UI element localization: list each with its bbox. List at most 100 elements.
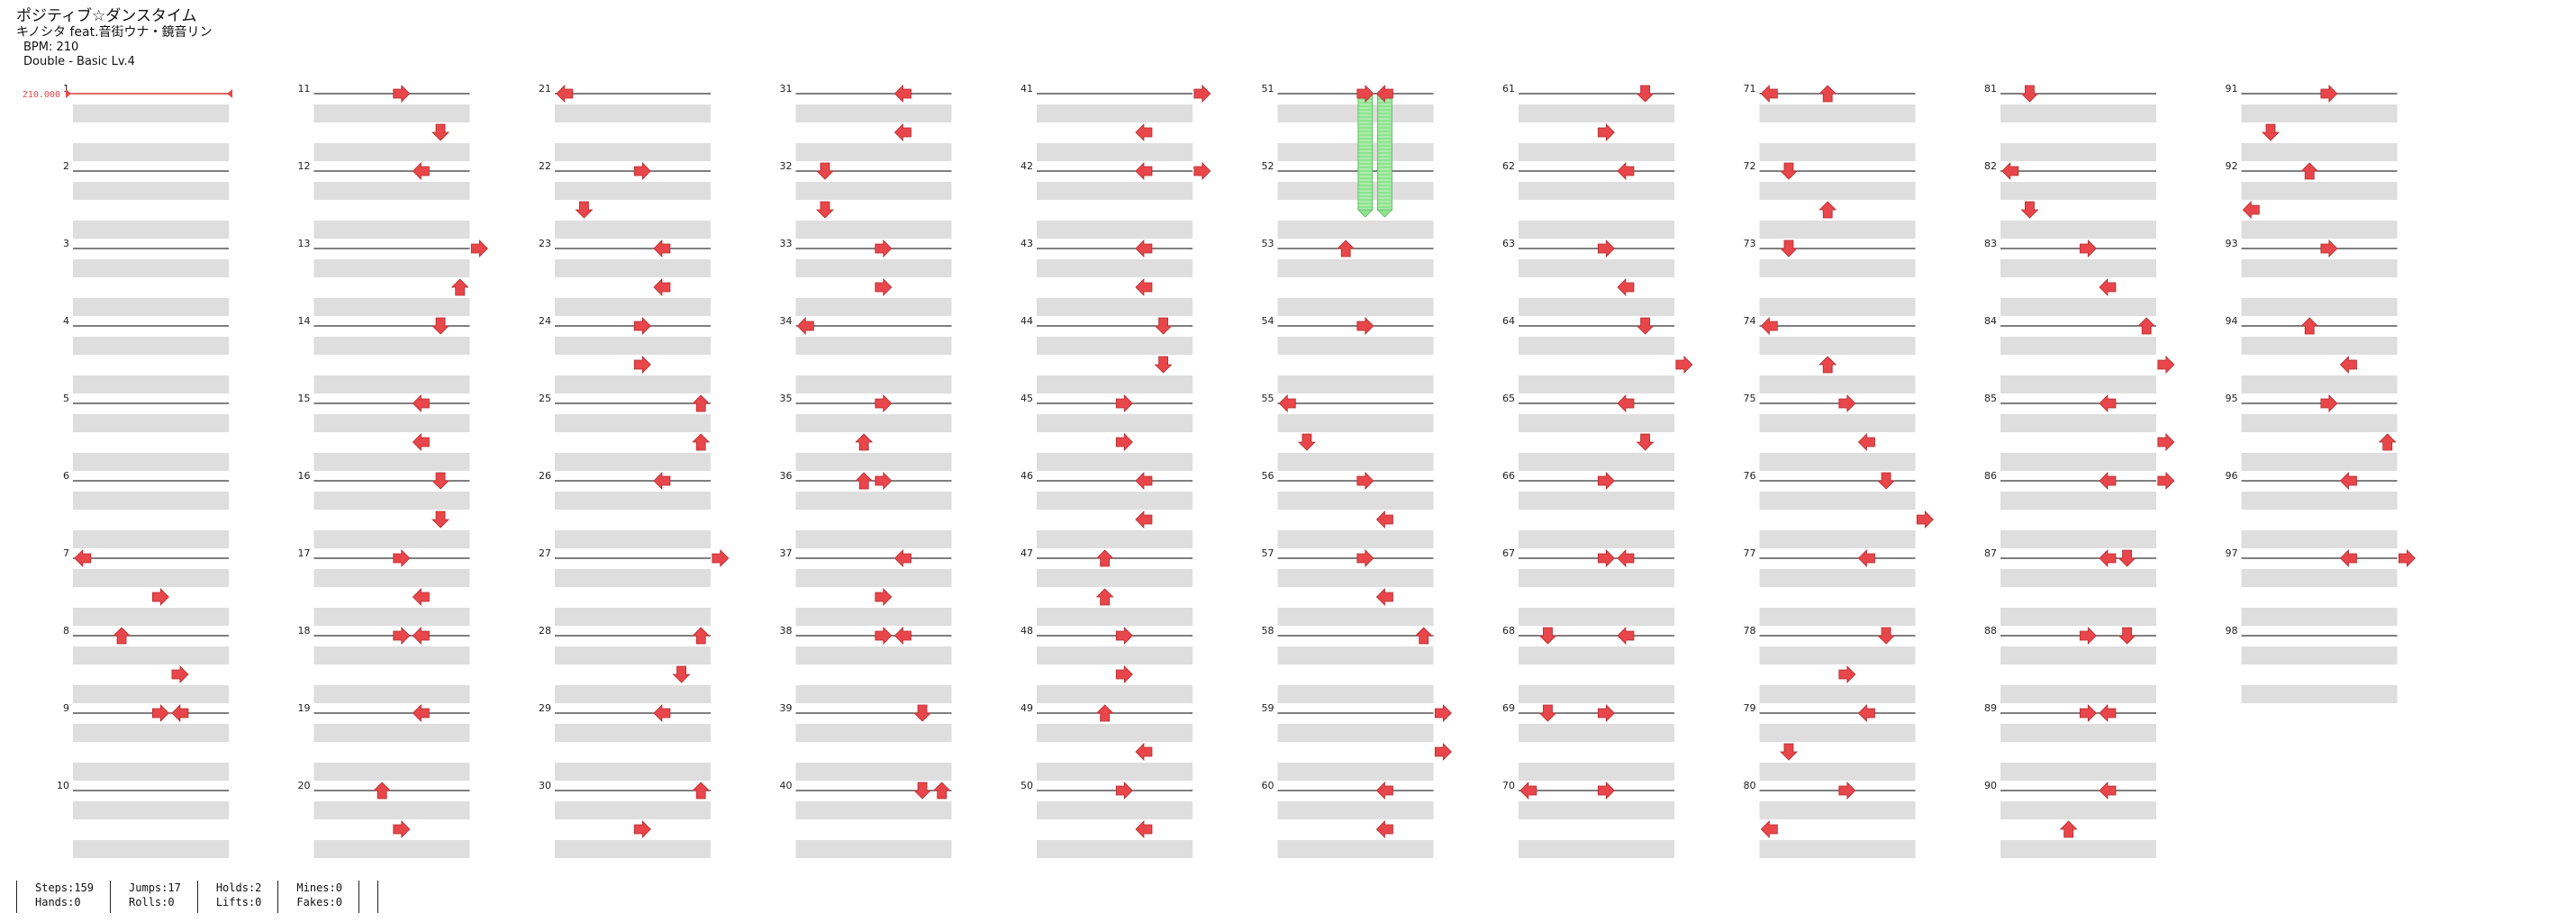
beat-band [795,221,952,239]
up-arrow-shape [1819,201,1837,219]
beat-band [73,646,229,664]
right-arrow-icon [2079,240,2097,258]
beat-band [73,608,229,626]
stat-lifts: Lifts:0 [215,896,262,908]
measure-number: 66 [1502,470,1515,482]
beat-band [1037,182,1193,200]
right-arrow-icon [1115,394,1133,412]
measure-number: 76 [1744,470,1756,482]
measure-24: 24 [539,315,711,393]
measure-number: 77 [1744,547,1756,559]
measure-number: 39 [780,702,793,714]
right-arrow-icon [2157,472,2175,490]
up-arrow-shape [1095,588,1114,606]
right-arrow-icon [2079,627,2097,645]
measure-number: 43 [1020,238,1033,249]
left-arrow-icon [1375,782,1393,800]
beat-band [1759,569,1916,587]
beat-band [795,453,952,471]
beat-band [2000,453,2156,471]
measure-number: 5 [63,393,69,404]
measure-52: 52 [1262,160,1434,239]
right-arrow-shape [1115,627,1133,645]
right-arrow-shape [1115,433,1133,451]
measure-number: 69 [1502,702,1515,714]
right-arrow-shape [1597,123,1615,141]
beat-band [1277,182,1434,200]
measure-19: 19 [298,702,470,781]
down-arrow-icon [431,123,450,141]
measure-number: 22 [539,160,551,172]
left-arrow-icon [1135,472,1153,490]
beat-band [1037,375,1193,393]
measure-number: 65 [1502,393,1515,404]
song-difficulty: Double - Basic Lv.4 [23,54,135,68]
right-arrow-icon [1838,394,1856,412]
measure-25: 25 [539,393,711,471]
right-arrow-shape [2157,472,2175,490]
beat-band [795,492,952,510]
beat-band [795,104,952,122]
up-arrow-icon [692,433,711,451]
measure-number: 36 [780,470,793,482]
up-arrow-icon [692,627,711,645]
right-arrow-shape [875,278,893,296]
measure-number: 62 [1502,160,1515,172]
down-arrow-icon [1779,743,1798,761]
measure-2: 2 [63,160,229,239]
measure-56: 56 [1262,470,1434,548]
beat-band [1037,414,1193,432]
left-arrow-shape [893,549,912,567]
down-arrow-shape [1636,317,1655,335]
right-arrow-shape [1115,782,1133,800]
right-arrow-icon [875,278,893,296]
measure-85: 85 [1984,393,2156,471]
beat-band [2241,492,2398,510]
beat-band [1759,763,1916,781]
measure-13: 13 [298,238,470,316]
beat-band [1277,569,1434,587]
beat-band [1759,337,1916,355]
beat-band [1037,143,1193,161]
left-arrow-shape [1857,433,1875,451]
left-arrow-icon [2339,549,2357,567]
up-arrow-icon [1819,201,1837,219]
measure-number: 40 [780,780,793,791]
beat-band [2241,259,2398,277]
beat-band [1277,608,1434,626]
beat-band [2000,801,2156,819]
measure-10: 10 [57,780,229,858]
beat-band [2241,530,2398,548]
down-arrow-icon [1297,433,1316,451]
left-arrow-shape [412,627,430,645]
beat-band [1759,298,1916,316]
beat-band [2241,104,2398,122]
measure-91: 91 [2226,83,2398,161]
right-arrow-shape [2320,394,2338,412]
beat-band [1277,840,1434,858]
beat-band [1519,608,1674,626]
beat-band [1037,724,1193,742]
beat-band [313,414,470,432]
measure-95: 95 [2226,393,2398,471]
beat-band [73,104,229,122]
measure-87: 87 [1984,547,2156,626]
left-arrow-icon [893,85,912,103]
up-arrow-shape [373,782,392,800]
left-arrow-shape [1617,549,1635,567]
measure-81: 81 [1984,83,2156,161]
down-arrow-shape [815,162,834,180]
measure-number: 3 [63,238,69,249]
measure-72: 72 [1744,160,1916,239]
beat-band [313,182,470,200]
left-arrow-shape [412,704,430,722]
left-arrow-shape [1519,782,1537,800]
left-arrow-shape [1135,511,1153,529]
stat-mines: Mines:0 [296,881,342,894]
beat-band [1759,259,1916,277]
measure-5: 5 [63,393,229,471]
beat-band [313,375,470,393]
down-arrow-shape [431,317,450,335]
measure-77: 77 [1744,547,1916,626]
right-arrow-shape [2157,356,2175,374]
